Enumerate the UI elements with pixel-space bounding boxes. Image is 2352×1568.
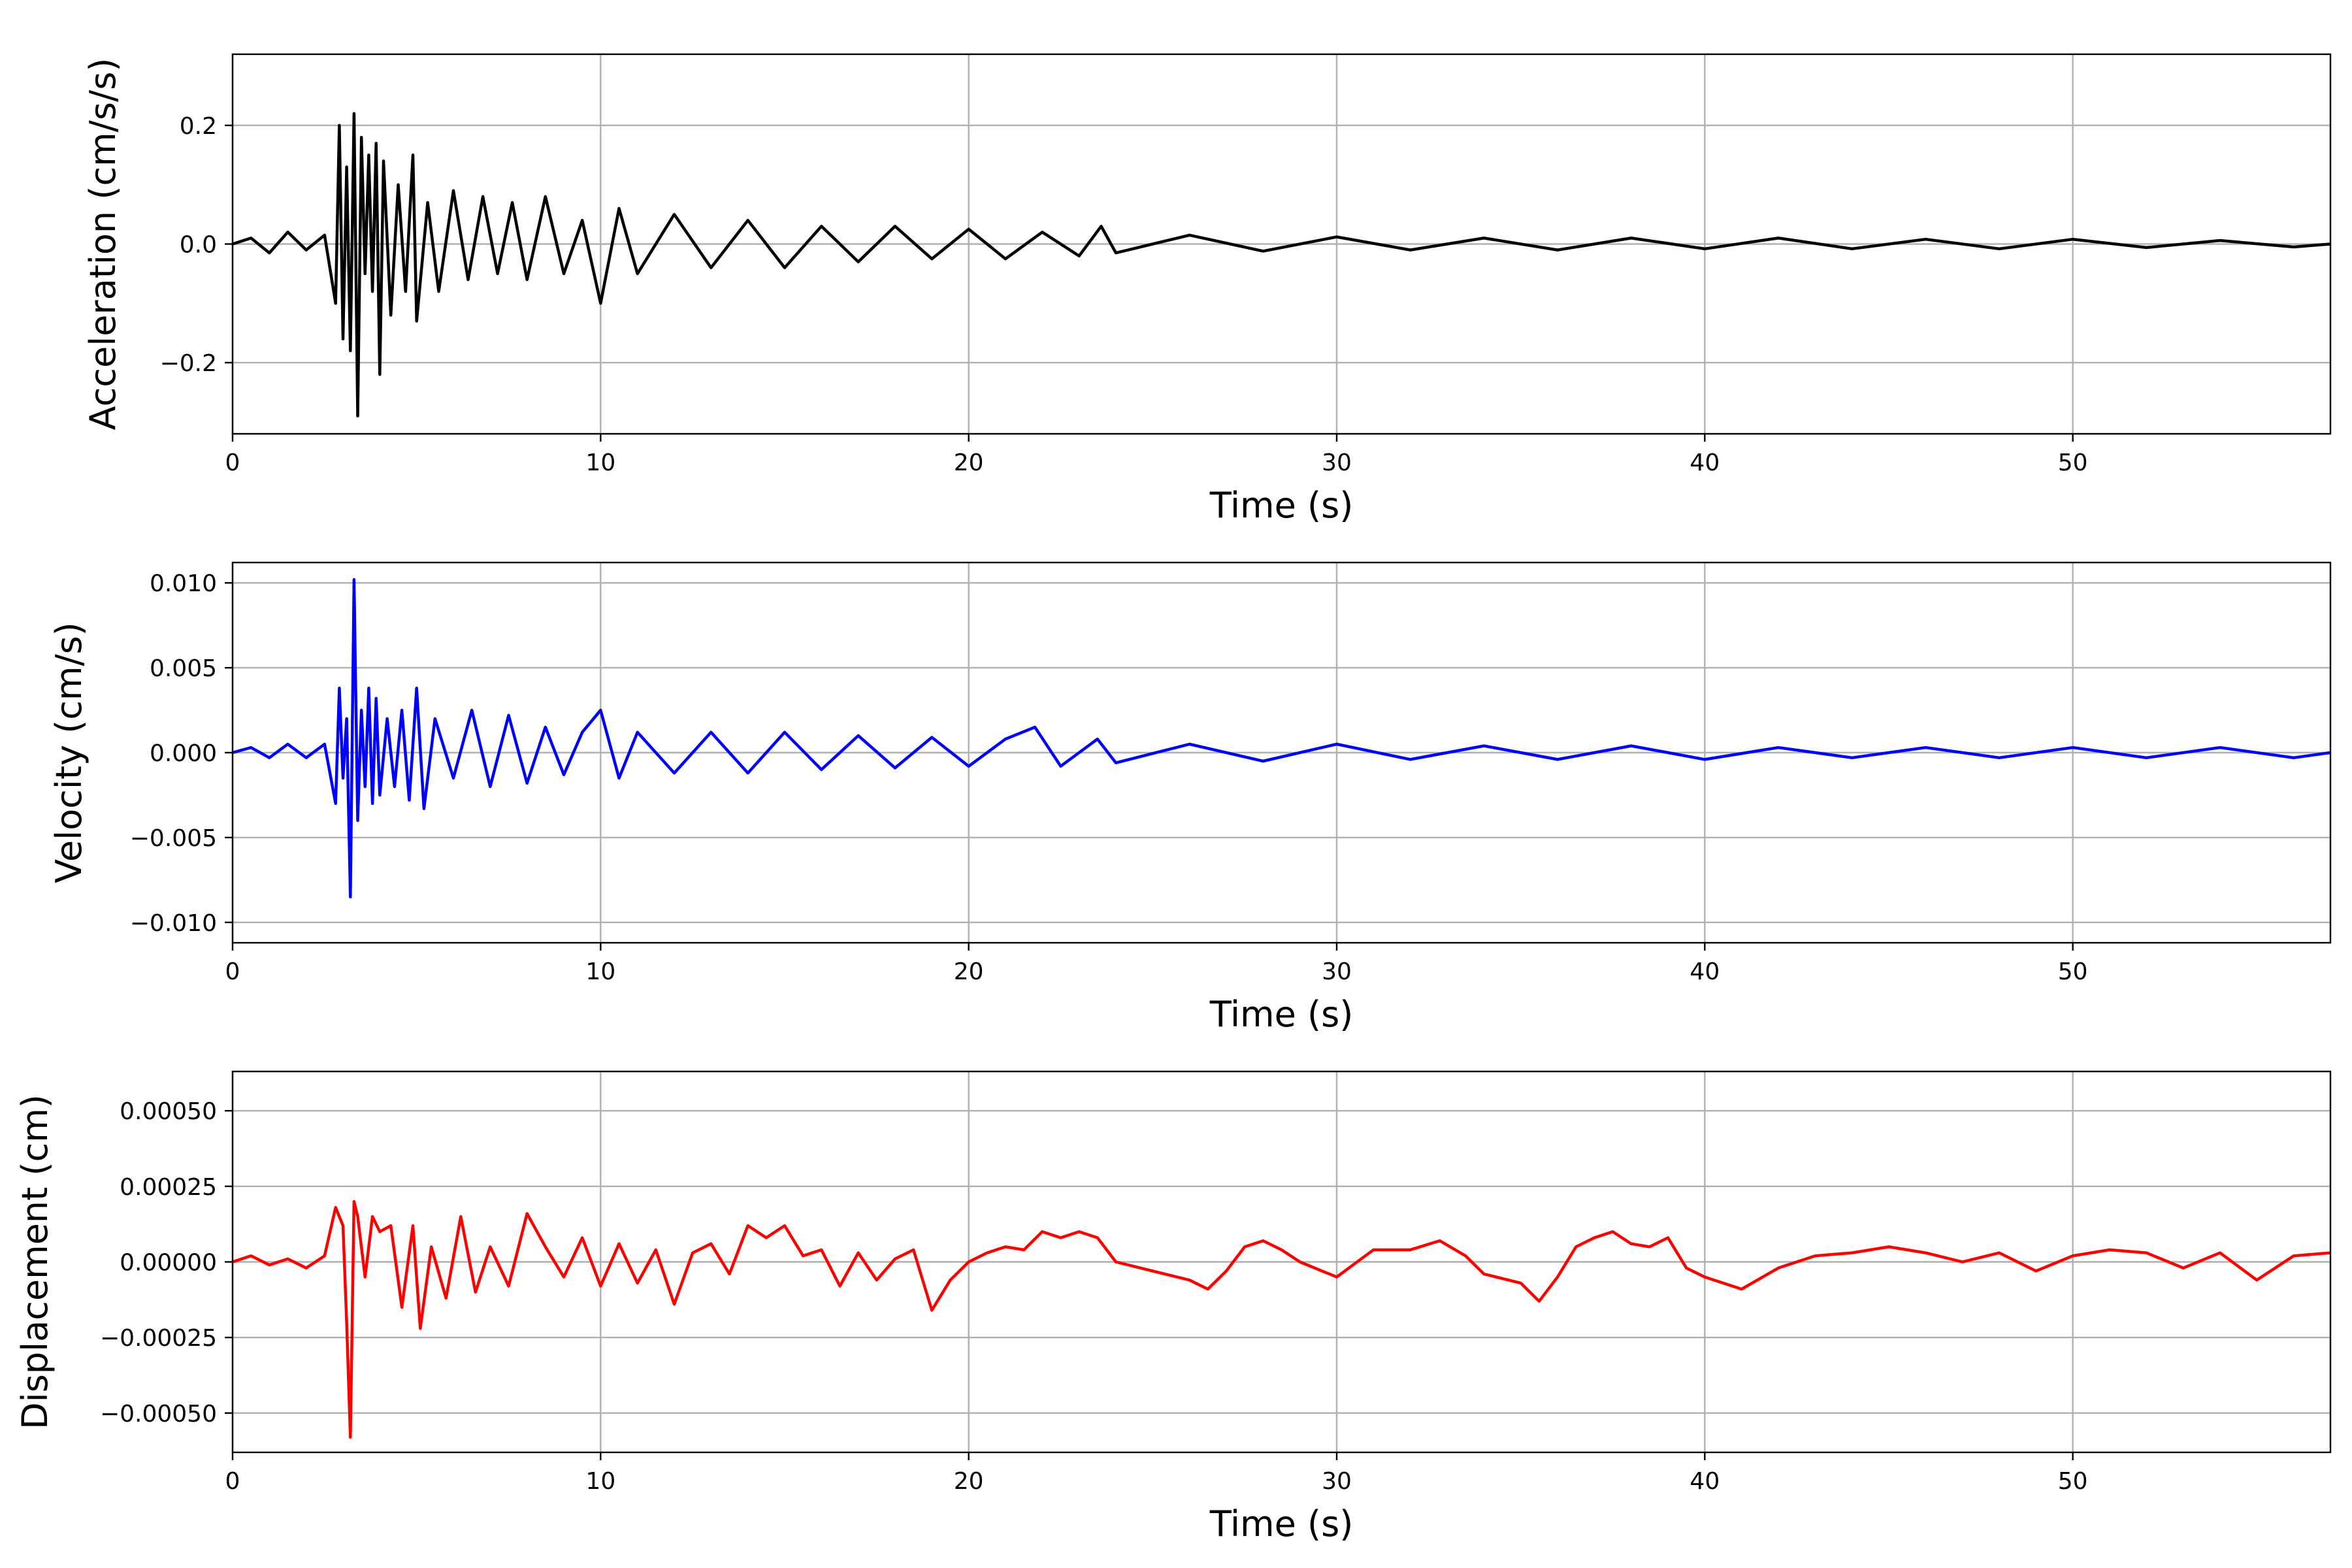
x-tick-label: 20 <box>954 449 984 476</box>
y-tick-label: −0.010 <box>130 910 217 937</box>
x-tick-label: 40 <box>1690 958 1720 985</box>
x-tick-label: 0 <box>225 958 240 985</box>
series-line <box>232 578 2331 899</box>
y-tick-label: 0.000 <box>150 740 217 767</box>
y-tick-label: 0.00025 <box>120 1174 217 1201</box>
x-tick-label: 0 <box>225 449 240 476</box>
x-axis-label: Time (s) <box>1209 485 1354 526</box>
y-axis-label: Velocity (cm/s) <box>48 622 90 883</box>
x-tick-label: 40 <box>1690 449 1720 476</box>
x-tick-label: 30 <box>1322 958 1352 985</box>
x-tick-label: 10 <box>585 958 615 985</box>
x-tick-label: 30 <box>1322 449 1352 476</box>
x-tick-label: 30 <box>1322 1468 1352 1495</box>
x-tick-label: 20 <box>954 1468 984 1495</box>
y-tick-label: −0.2 <box>160 350 217 377</box>
x-tick-label: 50 <box>2058 1468 2088 1495</box>
series-line <box>232 1200 2331 1439</box>
x-tick-label: 10 <box>585 449 615 476</box>
x-tick-label: 50 <box>2058 449 2088 476</box>
x-tick-label: 20 <box>954 958 984 985</box>
y-axis-label: Acceleration (cm/s/s) <box>82 58 123 431</box>
y-tick-label: 0.005 <box>150 655 217 682</box>
y-tick-label: 0.0 <box>180 232 217 259</box>
y-tick-label: 0.00000 <box>120 1250 217 1277</box>
y-tick-label: 0.00050 <box>120 1098 217 1125</box>
y-tick-label: −0.00050 <box>100 1401 217 1428</box>
y-tick-label: 0.2 <box>180 113 217 140</box>
x-tick-label: 10 <box>585 1468 615 1495</box>
series-line <box>232 112 2331 418</box>
y-axis-label: Displacement (cm) <box>14 1094 56 1429</box>
y-tick-label: −0.00025 <box>100 1325 217 1352</box>
x-tick-label: 50 <box>2058 958 2088 985</box>
x-axis-label: Time (s) <box>1209 1503 1354 1544</box>
y-tick-label: 0.010 <box>150 570 217 597</box>
y-tick-label: −0.005 <box>130 825 217 852</box>
x-tick-label: 0 <box>225 1468 240 1495</box>
x-axis-label: Time (s) <box>1209 994 1354 1035</box>
x-tick-label: 40 <box>1690 1468 1720 1495</box>
